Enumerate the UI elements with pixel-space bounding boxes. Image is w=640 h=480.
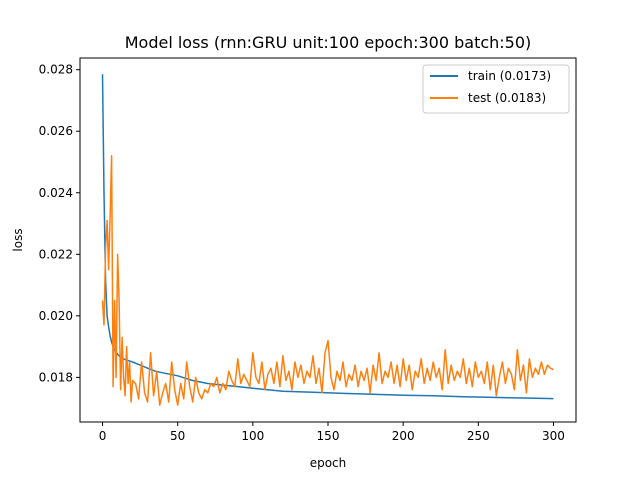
x-tick-label: 100 [241,429,264,443]
y-axis-label: loss [11,228,25,251]
x-tick-label: 0 [99,429,107,443]
series-line-test [101,155,554,406]
x-tick-label: 200 [392,429,415,443]
y-tick-label: 0.022 [39,247,73,261]
y-tick-label: 0.024 [39,186,73,200]
y-tick-label: 0.026 [39,124,73,138]
y-tick-label: 0.020 [39,309,73,323]
x-axis-label: epoch [310,456,347,470]
y-tick-label: 0.018 [39,370,73,384]
x-tick-label: 250 [467,429,490,443]
legend-label-train: train (0.0173) [468,69,551,83]
series-layer [101,74,554,406]
x-tick-label: 50 [170,429,185,443]
y-tick-label: 0.028 [39,63,73,77]
y-axis-ticks: 0.018 0.020 0.022 0.024 0.026 0.028 [39,63,80,384]
x-axis-ticks: 0 50 100 150 200 250 300 [99,422,565,443]
chart-title: Model loss (rnn:GRU unit:100 epoch:300 b… [125,33,532,52]
x-tick-label: 150 [317,429,340,443]
x-tick-label: 300 [542,429,565,443]
legend-label-test: test (0.0183) [468,91,546,105]
legend: train (0.0173) test (0.0183) [422,64,570,114]
legend-box [422,64,570,114]
